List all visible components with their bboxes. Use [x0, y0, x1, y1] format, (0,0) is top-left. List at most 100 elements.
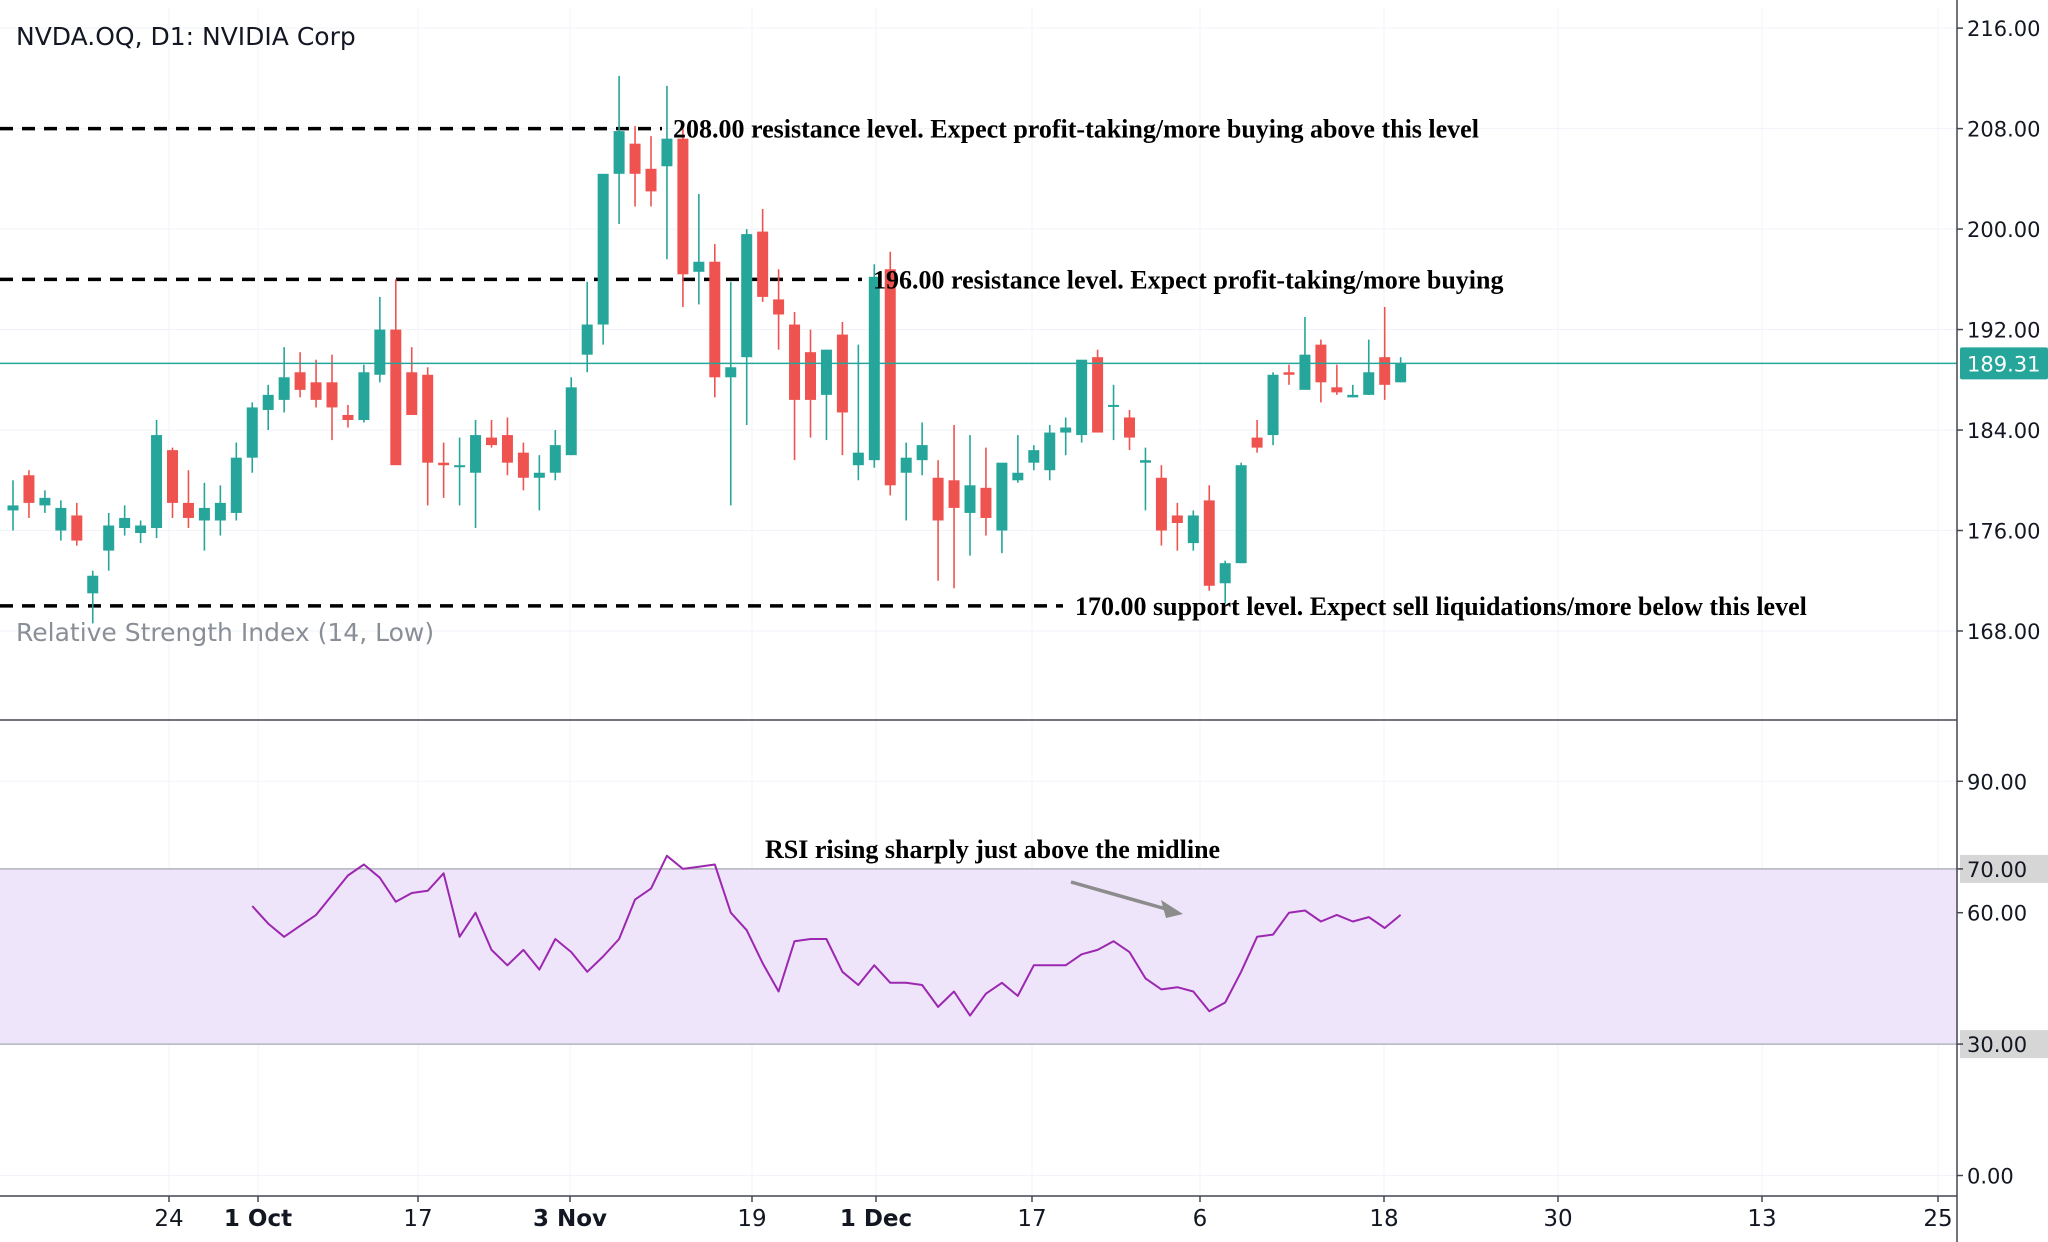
price-axis[interactable]: 216.00 208.00 200.00 192.00 184.00 176.00 168.…	[1957, 17, 2040, 644]
candle-body[interactable]	[1060, 427, 1072, 433]
candle-body[interactable]	[1171, 515, 1183, 523]
candle-body[interactable]	[103, 525, 115, 551]
candle-body[interactable]	[884, 269, 896, 486]
candle-body[interactable]	[836, 334, 848, 413]
candle-body[interactable]	[948, 480, 960, 508]
candle-body[interactable]	[262, 394, 274, 410]
candle-body[interactable]	[342, 414, 354, 420]
candle-body[interactable]	[230, 457, 242, 513]
candle-body[interactable]	[996, 462, 1008, 531]
candle-body[interactable]	[1012, 472, 1024, 481]
candle-body[interactable]	[916, 445, 928, 461]
candle-body[interactable]	[406, 372, 418, 415]
candle-body[interactable]	[7, 505, 19, 511]
candle-body[interactable]	[1187, 515, 1199, 544]
candle-body[interactable]	[964, 485, 976, 513]
candle-body[interactable]	[693, 261, 705, 272]
candle-body[interactable]	[501, 435, 513, 463]
candle-body[interactable]	[565, 387, 577, 456]
candle-body[interactable]	[1363, 372, 1375, 395]
candle-body[interactable]	[597, 173, 609, 325]
candle-body[interactable]	[773, 299, 785, 315]
candle-body[interactable]	[182, 502, 194, 518]
candle-body[interactable]	[438, 462, 450, 466]
candlestick-series[interactable]	[7, 75, 1407, 624]
candle-body[interactable]	[677, 138, 689, 275]
candle-body[interactable]	[1331, 387, 1343, 393]
candle-body[interactable]	[1076, 359, 1088, 436]
time-tick-label: 13	[1747, 1206, 1776, 1232]
candle-body[interactable]	[1155, 477, 1167, 531]
rsi-axis[interactable]: 90.00 70.00 60.00 30.00 0.00	[1957, 770, 2048, 1189]
candle-body[interactable]	[789, 324, 801, 400]
candle-body[interactable]	[629, 143, 641, 174]
candle-body[interactable]	[198, 507, 210, 521]
candle-body[interactable]	[246, 407, 258, 458]
candle-body[interactable]	[757, 231, 769, 297]
time-axis[interactable]: 24 1 Oct 17 3 Nov 19 1 Dec 17 6 18 30 13 25	[154, 1196, 1953, 1232]
candle-body[interactable]	[167, 450, 178, 503]
candle-body[interactable]	[390, 329, 402, 466]
candle-body[interactable]	[709, 261, 721, 378]
candle-body[interactable]	[486, 437, 497, 446]
candle-body[interactable]	[470, 435, 482, 473]
candle-body[interactable]	[1219, 563, 1231, 584]
candle-body[interactable]	[581, 324, 593, 355]
candle-body[interactable]	[294, 372, 306, 390]
candle-body[interactable]	[1347, 394, 1359, 398]
candle-body[interactable]	[1299, 354, 1311, 390]
candle-body[interactable]	[517, 452, 529, 478]
candle-body[interactable]	[852, 452, 864, 466]
candle-body[interactable]	[87, 575, 99, 594]
candle-body[interactable]	[55, 507, 67, 531]
candle-body[interactable]	[805, 352, 816, 400]
candle-body[interactable]	[932, 477, 944, 521]
candle-body[interactable]	[1283, 372, 1295, 375]
candle-body[interactable]	[422, 374, 434, 463]
candle-body[interactable]	[1124, 417, 1135, 438]
time-tick-label: 1 Dec	[840, 1206, 912, 1232]
candle-body[interactable]	[868, 276, 880, 461]
candle-body[interactable]	[1092, 357, 1104, 433]
rsi-line[interactable]	[251, 854, 1402, 1017]
candle-body[interactable]	[1044, 432, 1056, 471]
candle-body[interactable]	[1108, 404, 1120, 407]
price-tick-label: 200.00	[1967, 218, 2040, 242]
candle-body[interactable]	[310, 382, 322, 400]
candle-body[interactable]	[1139, 460, 1151, 463]
candle-body[interactable]	[23, 475, 35, 503]
candle-body[interactable]	[135, 525, 147, 534]
candle-body[interactable]	[71, 515, 83, 541]
candle-body[interactable]	[151, 435, 163, 529]
candle-body[interactable]	[454, 465, 466, 468]
candle-body[interactable]	[1395, 363, 1407, 383]
chart-title: NVDA.OQ, D1: NVIDIA Corp	[16, 22, 356, 51]
candle-body[interactable]	[358, 372, 370, 420]
candle-body[interactable]	[741, 234, 753, 358]
candle-body[interactable]	[980, 487, 992, 518]
candle-body[interactable]	[278, 377, 290, 400]
candle-body[interactable]	[326, 382, 338, 408]
candle-body[interactable]	[661, 138, 673, 167]
candle-body[interactable]	[900, 457, 912, 473]
candle-body[interactable]	[1028, 450, 1040, 463]
candle-body[interactable]	[820, 349, 832, 395]
price-tick-label: 192.00	[1967, 319, 2040, 343]
candle-body[interactable]	[645, 168, 657, 192]
candle-body[interactable]	[1267, 374, 1279, 436]
time-tick-label: 19	[737, 1206, 766, 1232]
candle-body[interactable]	[1251, 437, 1263, 448]
candle-body[interactable]	[1203, 500, 1215, 586]
candle-body[interactable]	[374, 329, 386, 375]
candle-body[interactable]	[1235, 465, 1247, 564]
candle-body[interactable]	[613, 131, 625, 174]
time-tick-label: 3 Nov	[533, 1206, 607, 1232]
candle-body[interactable]	[1379, 357, 1391, 385]
candle-body[interactable]	[214, 502, 226, 521]
candle-body[interactable]	[39, 497, 51, 506]
candle-body[interactable]	[119, 517, 131, 529]
candle-body[interactable]	[725, 367, 737, 378]
candle-body[interactable]	[533, 472, 545, 478]
candle-body[interactable]	[549, 445, 561, 473]
